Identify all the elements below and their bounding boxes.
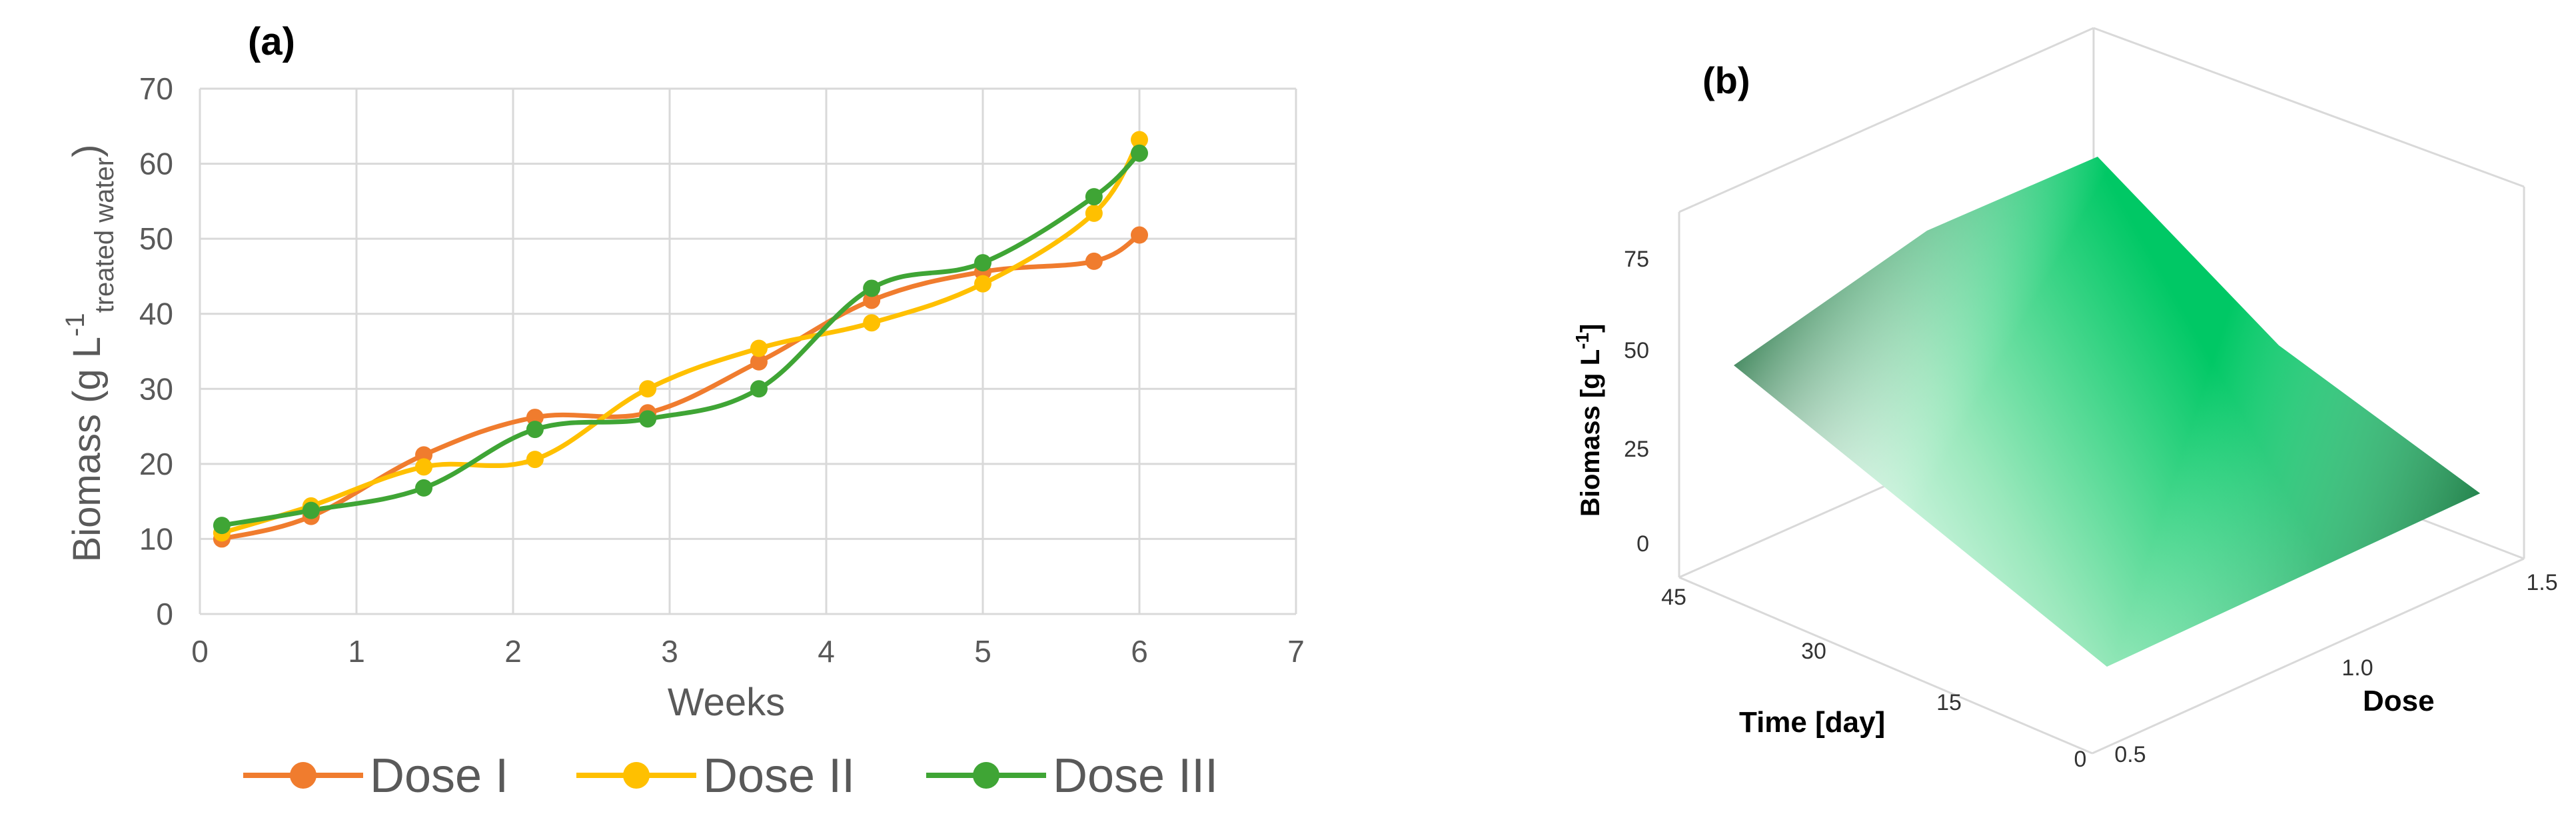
dose-tick-label: 0.5 (2114, 742, 2146, 767)
panel-a-x-tick-labels: 0 1 2 3 4 5 6 7 (191, 634, 1305, 669)
x-tick-label: 5 (974, 634, 991, 669)
series-line-dose-2 (219, 137, 1142, 535)
data-point-dose-2 (415, 458, 433, 476)
surface-shade-right (1734, 157, 2480, 667)
panel-a: (a) 0 10 20 30 40 50 60 70 0 1 2 3 4 5 6 7 Weeks Bioma… (61, 20, 1305, 803)
panel-a-series-lines (219, 137, 1142, 541)
panel-b-dose-axis-label: Dose (2363, 685, 2435, 717)
data-point-dose-2 (863, 314, 881, 332)
panel-b-z-axis-label: Biomass [g L-1] (1572, 324, 1605, 517)
y-axis-label-main: Biomass (g L (65, 337, 109, 562)
dose-tick-label: 1.0 (2341, 655, 2373, 681)
data-point-dose-3 (750, 380, 768, 398)
series-line-dose-1 (219, 233, 1142, 541)
panel-a-legend: Dose I Dose II Dose III (243, 749, 1218, 803)
y-tick-label: 0 (156, 597, 173, 631)
panel-a-y-axis-label: Biomass (g L-1treated water) (61, 145, 119, 563)
z-tick-label: 75 (1624, 247, 1649, 272)
legend-swatch-marker (973, 762, 999, 789)
y-axis-label-close: ) (65, 145, 109, 157)
data-point-dose-2 (526, 451, 544, 469)
time-tick-label: 0 (2074, 747, 2087, 772)
x-tick-label: 7 (1287, 634, 1305, 669)
y-tick-label: 30 (139, 371, 173, 406)
x-tick-label: 6 (1131, 634, 1148, 669)
data-point-dose-2 (1131, 131, 1148, 149)
x-tick-label: 1 (348, 634, 365, 669)
legend-label: Dose III (1053, 749, 1218, 803)
panel-a-label: (a) (248, 20, 295, 63)
data-point-dose-2 (750, 339, 768, 357)
panel-a-series-points (213, 131, 1148, 548)
y-tick-label: 50 (139, 221, 173, 256)
z-axis-label-close: ] (1576, 324, 1605, 333)
z-tick-label: 0 (1636, 531, 1649, 557)
data-point-dose-3 (639, 410, 657, 428)
data-point-dose-3 (302, 501, 320, 519)
data-point-dose-1 (415, 446, 433, 464)
z-axis-label-main: Biomass [g L (1576, 349, 1605, 517)
data-point-dose-3 (1131, 144, 1148, 162)
data-point-dose-3 (526, 421, 544, 439)
time-tick-label: 45 (1661, 585, 1686, 610)
data-point-dose-1 (526, 409, 544, 427)
data-point-dose-1 (750, 353, 768, 371)
panel-b-z-tick-labels: 0 25 50 75 (1624, 247, 1649, 557)
data-point-dose-3 (415, 479, 433, 497)
data-point-dose-1 (863, 291, 881, 309)
z-tick-label: 25 (1624, 437, 1649, 462)
time-tick-label: 30 (1801, 639, 1826, 664)
y-tick-label: 70 (139, 71, 173, 106)
data-point-dose-3 (974, 254, 991, 272)
data-point-dose-3 (863, 279, 881, 297)
dose-tick-label: 1.5 (2526, 570, 2557, 595)
x-tick-label: 0 (191, 634, 209, 669)
panel-b: (b) 0 25 50 75 0 15 30 45 0.5 1.0 1.5 Biomass [g… (1572, 27, 2558, 772)
panel-b-time-axis-label: Time [day] (1739, 706, 1885, 739)
z-tick-label: 50 (1624, 338, 1649, 363)
panel-b-dose-tick-labels: 0.5 1.0 1.5 (2114, 570, 2557, 767)
series-line-dose-3 (219, 151, 1142, 528)
legend-label: Dose II (703, 749, 855, 803)
time-tick-label: 15 (1936, 690, 1962, 715)
x-tick-label: 4 (818, 634, 835, 669)
panel-b-time-tick-labels: 0 15 30 45 (1661, 585, 2086, 772)
legend-label: Dose I (370, 749, 508, 803)
panel-a-y-tick-labels: 0 10 20 30 40 50 60 70 (139, 71, 173, 631)
panel-b-label: (b) (1702, 59, 1750, 101)
response-surface (1734, 157, 2480, 667)
data-point-dose-3 (213, 517, 231, 535)
data-point-dose-3 (1085, 188, 1103, 206)
legend-swatch-marker (623, 762, 650, 789)
y-axis-label-sup: -1 (61, 313, 90, 337)
z-axis-label-sup: -1 (1572, 333, 1593, 349)
x-tick-label: 3 (661, 634, 678, 669)
panel-a-x-axis-label: Weeks (668, 681, 785, 724)
data-point-dose-2 (639, 380, 657, 398)
y-tick-label: 20 (139, 447, 173, 481)
panel-a-gridlines (199, 87, 1297, 615)
y-tick-label: 60 (139, 147, 173, 181)
legend-swatch-marker (290, 762, 317, 789)
y-tick-label: 40 (139, 297, 173, 331)
data-point-dose-1 (1131, 226, 1148, 244)
data-point-dose-2 (974, 275, 991, 293)
data-point-dose-2 (1085, 204, 1103, 222)
y-tick-label: 10 (139, 521, 173, 556)
data-point-dose-1 (1085, 252, 1103, 270)
y-axis-label-sub: treated water (90, 157, 119, 313)
x-tick-label: 2 (504, 634, 522, 669)
